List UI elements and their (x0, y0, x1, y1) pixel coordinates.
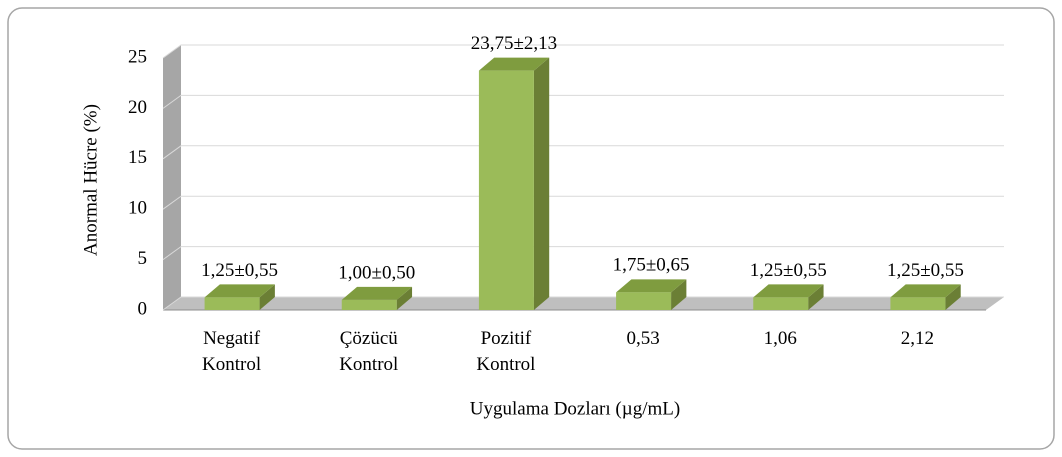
floor (163, 297, 1004, 310)
value-label: 1,75±0,65 (613, 255, 690, 276)
bar-top (478, 57, 550, 71)
value-label: 1,00±0,50 (338, 262, 415, 283)
bar-side (396, 286, 413, 310)
value-label: 1,25±0,55 (750, 260, 827, 281)
bar-side (808, 284, 824, 310)
value-label: 1,25±0,55 (887, 260, 964, 281)
x-tick-label: 1,06 (764, 328, 797, 349)
grid-line (162, 44, 1004, 59)
y-tick-label: 25 (128, 46, 147, 67)
x-tick-label: Negatif Kontrol (202, 328, 261, 375)
x-tick-label: Çözücü Kontrol (339, 328, 398, 375)
bar-side (533, 57, 550, 310)
bar-top (341, 286, 413, 300)
bar (890, 284, 961, 310)
bar (478, 57, 550, 310)
x-axis-title: Uygulama Dozları (µg/mL) (470, 398, 680, 419)
bar-front (616, 292, 672, 310)
bar-front (478, 70, 534, 310)
bar-side (259, 284, 275, 310)
bar-side (671, 279, 687, 310)
grid-line (162, 195, 1004, 210)
bar (204, 284, 275, 310)
bar-front (890, 297, 946, 310)
bar-top (616, 279, 687, 293)
bar (753, 284, 824, 310)
bar-top (890, 284, 961, 298)
y-tick-label: 5 (138, 248, 148, 269)
y-tick-label: 10 (128, 198, 147, 219)
y-axis-title: Anormal Hücre (%) (80, 104, 101, 256)
grid-line (162, 94, 1004, 109)
y-tick-label: 20 (128, 97, 147, 118)
bar-side (945, 284, 961, 310)
x-tick-label: 2,12 (901, 328, 934, 349)
y-tick-label: 0 (138, 298, 148, 319)
bar-top (204, 284, 275, 298)
bar-front (341, 299, 397, 310)
value-label: 23,75±2,13 (471, 33, 557, 54)
bar-top (753, 284, 824, 298)
grid-line (162, 145, 1004, 160)
side-wall (163, 45, 181, 310)
grid-line (162, 246, 1004, 261)
y-tick-label: 15 (128, 147, 147, 168)
value-label: 1,25±0,55 (201, 260, 278, 281)
x-tick-label: Pozitif Kontrol (476, 328, 535, 375)
bar (341, 286, 413, 310)
bar-front (753, 297, 809, 310)
grid-line (162, 296, 1004, 311)
x-tick-label: 0,53 (626, 328, 659, 349)
bar-front (204, 297, 260, 310)
bar (616, 279, 687, 310)
